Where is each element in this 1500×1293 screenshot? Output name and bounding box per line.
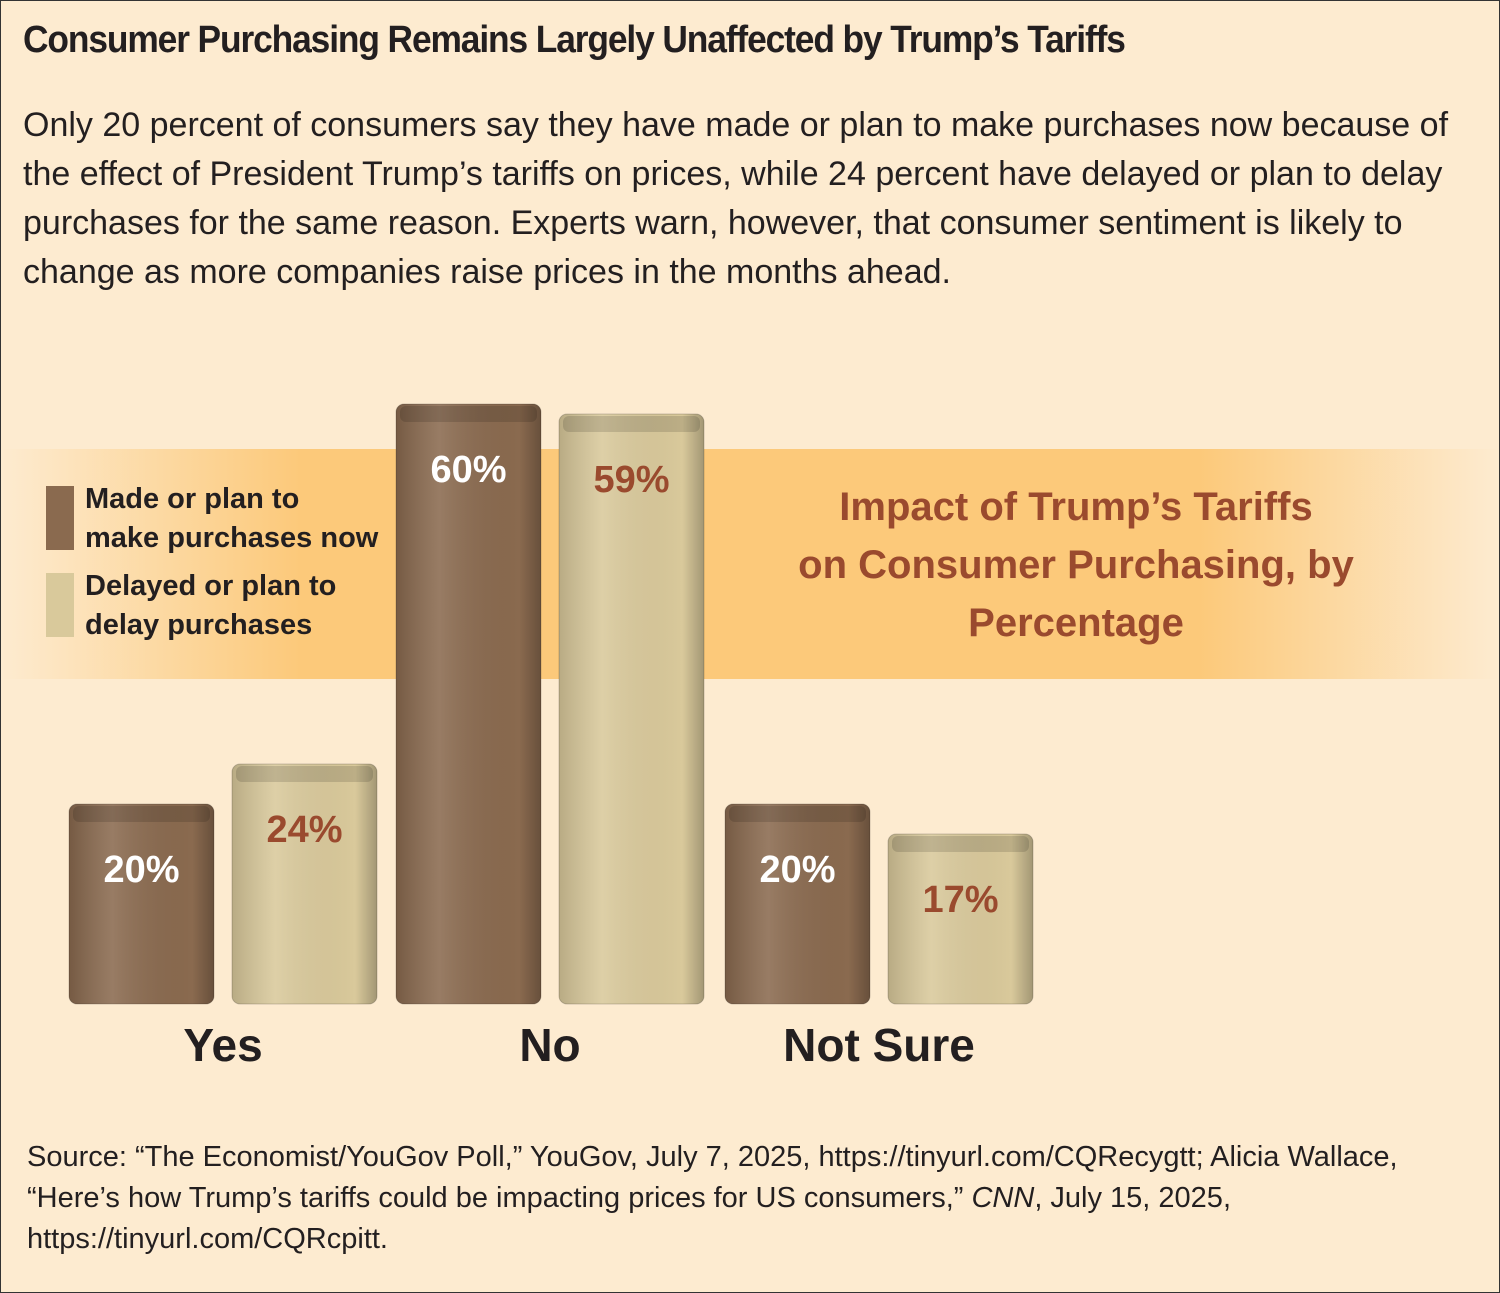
title: Consumer Purchasing Remains Largely Unaf… — [23, 19, 1126, 61]
x-tick-label: Not Sure — [783, 1019, 975, 1071]
bar-cap — [892, 836, 1029, 852]
source-text: Source: “The Economist/YouGov Poll,” You… — [27, 1141, 1398, 1214]
legend-label: Made or plan to make purchases now — [85, 483, 379, 554]
bar-cap — [236, 766, 373, 782]
chart-title: Impact of Trump’s Tariffs on Consumer Pur… — [798, 485, 1354, 645]
bar-shade — [232, 764, 377, 1004]
subtitle: Only 20 percent of consumers say they ha… — [23, 106, 1449, 291]
bar-shade — [725, 804, 870, 1004]
x-tick-label: Yes — [183, 1019, 262, 1071]
value-label: 20% — [103, 849, 179, 891]
value-label: 60% — [430, 449, 506, 491]
source: Source: “The Economist/YouGov Poll,” You… — [27, 1137, 1487, 1260]
value-label: 20% — [759, 849, 835, 891]
bar-cap — [400, 406, 537, 422]
bar-shade — [888, 834, 1033, 1004]
value-label: 17% — [922, 879, 998, 921]
value-label: 59% — [593, 459, 669, 501]
source-publication: CNN — [971, 1182, 1035, 1214]
x-tick-label: No — [519, 1019, 580, 1071]
legend-swatch — [46, 573, 74, 637]
source-text: , July 15, 2025, https://tinyurl.com/CQR… — [27, 1182, 1231, 1255]
bar-shade — [69, 804, 214, 1004]
bar-cap — [73, 806, 210, 822]
bar-shade — [396, 404, 541, 1004]
legend-label: Delayed or plan to delay purchases — [85, 570, 336, 641]
bar-shade — [559, 414, 704, 1004]
legend-swatch — [46, 486, 74, 550]
value-label: 24% — [266, 809, 342, 851]
highlight-band — [1, 449, 1499, 679]
bar-cap — [729, 806, 866, 822]
bar-cap — [563, 416, 700, 432]
